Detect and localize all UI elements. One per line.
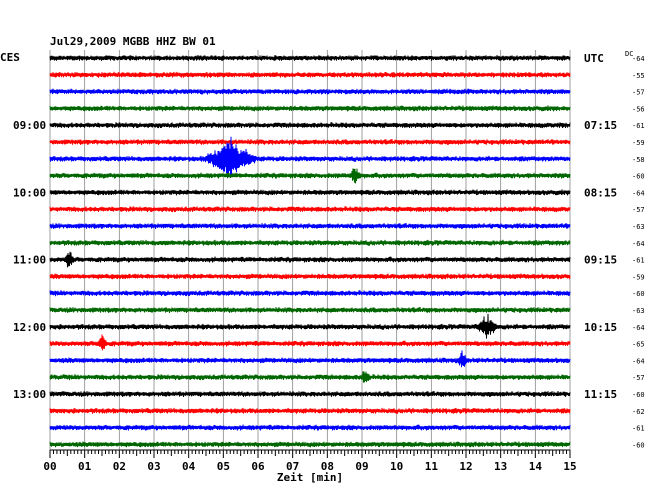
trace-row [49,139,571,146]
dc-offset-label: -60 [632,173,645,181]
x-tick-label: 09 [355,460,368,473]
dc-offset-label: -57 [632,374,645,382]
trace-row [49,350,571,368]
dc-offset-label: -60 [632,391,645,399]
dc-offset-label: -63 [632,223,645,231]
x-axis: 00 01 02 03 04 05 06 07 08 09 10 11 12 13 14 15 [43,449,577,473]
dc-offset-label: -60 [632,290,645,298]
dc-offset-label: -59 [632,273,645,281]
trace-row [49,251,571,268]
right-hour-label: UTC [584,52,604,65]
dc-offset-label: -61 [632,122,645,130]
right-hour-label: 09:15 [584,254,617,267]
right-hour-label: 07:15 [584,119,617,132]
x-tick-label: 10 [390,460,403,473]
trace-row [49,189,571,196]
x-tick-label: 12 [459,460,472,473]
trace-row [49,122,571,129]
dc-offset-label: -64 [632,324,645,332]
x-axis-label: Zeit [min] [277,471,343,484]
dc-offset-label: -57 [632,89,645,97]
dc-offset-label: -64 [632,189,645,197]
x-tick-label: 01 [78,460,92,473]
left-hour-label: 11:00 [13,254,46,267]
dc-offset-label: -56 [632,105,645,113]
x-tick-label: 04 [182,460,196,473]
chart-title: Jul29,2009 MGBB HHZ BW 01 [50,35,216,48]
right-hour-label: 11:15 [584,388,617,401]
trace-row [49,273,571,280]
left-hour-label: 12:00 [13,321,46,334]
dc-offset-label: -63 [632,307,645,315]
left-hour-label: 10:00 [13,186,46,199]
trace-row [49,71,571,78]
trace-row [49,307,571,314]
dc-offset-label: -64 [632,240,645,248]
trace-row [49,223,571,230]
trace-row [49,105,571,112]
trace-row [49,391,571,398]
dc-offset-label: -59 [632,139,645,147]
trace-row [49,424,571,431]
x-tick-label: 14 [529,460,543,473]
dc-offset-label: -60 [632,441,645,449]
trace-row [49,313,571,339]
dc-label: DC [625,50,633,58]
x-tick-label: 00 [43,460,56,473]
dc-offset-label: -61 [632,425,645,433]
trace-row [49,88,571,95]
x-tick-label: 02 [113,460,126,473]
left-timezone-label: CES [0,51,20,64]
x-tick-label: 06 [251,460,265,473]
minute-grid [49,50,571,450]
x-tick-label: 11 [425,460,439,473]
x-tick-label: 08 [321,460,334,473]
x-tick-label: 05 [217,460,230,473]
left-hour-label: 13:00 [13,388,46,401]
dc-offset-label: -64 [632,55,645,63]
trace-row [49,239,571,246]
trace-row [49,136,571,179]
seismic-traces [49,55,571,448]
x-tick-label: 03 [147,460,160,473]
left-hour-label: 09:00 [13,119,46,132]
trace-row [49,206,571,213]
trace-row [49,290,571,297]
trace-row [49,55,571,61]
dc-offset-label: -64 [632,357,645,365]
x-tick-label: 15 [563,460,576,473]
trace-row [49,168,571,184]
trace-row [49,371,571,383]
dc-offset-label: -62 [632,408,645,416]
dc-offset-label: -55 [632,72,645,80]
dc-offset-label: -65 [632,341,645,349]
right-hour-label: 08:15 [584,186,617,199]
dc-offset-label: -58 [632,156,645,164]
labels: Jul29,2009 MGBB HHZ BW 01 CES DC Zeit [m… [0,35,645,484]
trace-row [49,334,571,351]
trace-row [49,441,571,448]
trace-row [49,407,571,414]
x-tick-label: 13 [494,460,507,473]
x-tick-label: 07 [286,460,299,473]
right-hour-label: 10:15 [584,321,617,334]
dc-offset-label: -61 [632,257,645,265]
dc-offset-label: -57 [632,206,645,214]
